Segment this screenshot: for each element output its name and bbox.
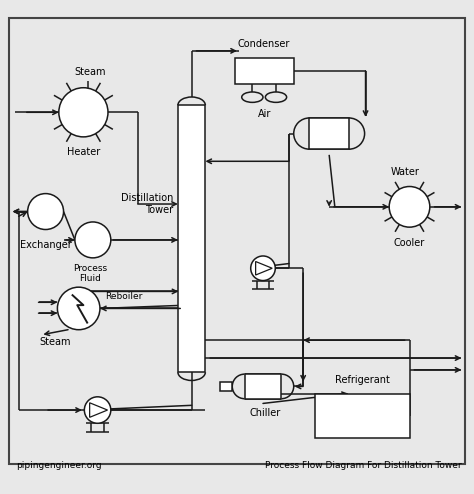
Text: Reboiler: Reboiler [105,292,142,301]
Text: Process
Fluid: Process Fluid [73,263,108,283]
Text: Refrigerant: Refrigerant [335,375,390,385]
Circle shape [389,187,430,227]
Text: Condenser: Condenser [238,40,291,49]
Circle shape [75,222,111,258]
Text: Chiller: Chiller [250,408,281,418]
Circle shape [57,287,100,329]
Text: Cooler: Cooler [394,238,425,247]
Bar [245,374,282,399]
Text: Water: Water [391,167,419,177]
Circle shape [251,256,275,281]
Text: Air: Air [257,109,271,119]
Circle shape [59,88,108,137]
Text: Heater: Heater [67,147,100,157]
Text: Steam: Steam [39,337,71,347]
Bar [315,394,410,438]
Circle shape [84,397,111,423]
Circle shape [27,194,64,230]
Text: Distillation
Tower: Distillation Tower [121,193,173,215]
Bar [310,118,349,149]
Bar [178,105,205,372]
Text: Process Flow Diagram For Distillation Tower: Process Flow Diagram For Distillation To… [265,461,462,470]
Text: Steam: Steam [75,67,106,78]
Bar [235,58,294,84]
Text: Exchanger: Exchanger [20,240,72,250]
Bar [220,382,232,391]
Text: pipingengineer.org: pipingengineer.org [16,461,101,470]
